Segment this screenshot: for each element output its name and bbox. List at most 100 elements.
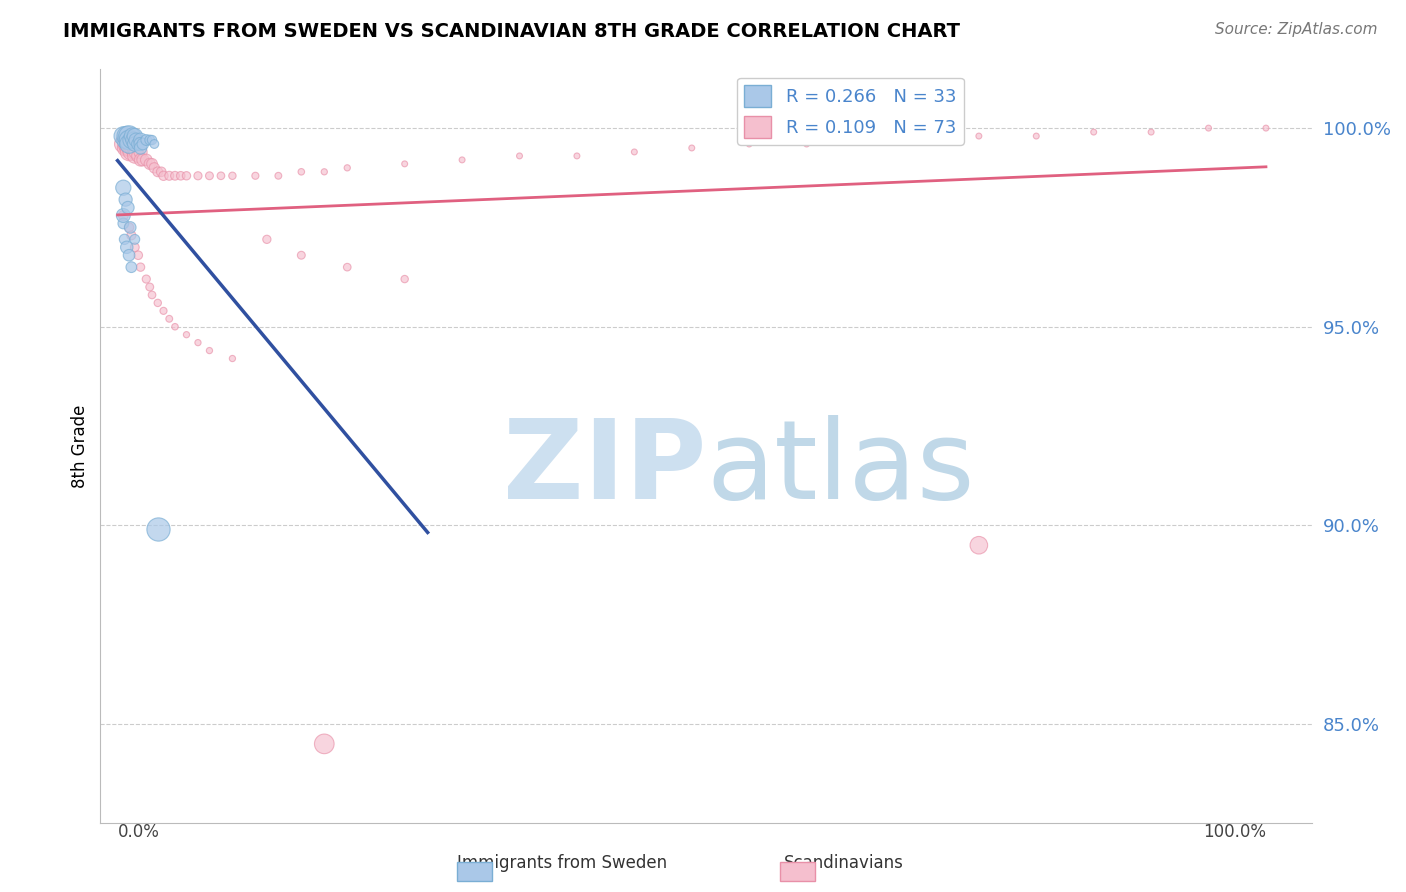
Point (143, 136, 166, 151)
Point (1083, 125, 1105, 139)
Point (124, 129, 146, 144)
Text: Source: ZipAtlas.com: Source: ZipAtlas.com (1215, 22, 1378, 37)
Point (141, 157, 163, 171)
Point (127, 149, 149, 163)
Point (565, 149, 588, 163)
Point (129, 133, 152, 147)
Point (623, 145, 645, 159)
Text: IMMIGRANTS FROM SWEDEN VS SCANDINAVIAN 8TH GRADE CORRELATION CHART: IMMIGRANTS FROM SWEDEN VS SCANDINAVIAN 8… (63, 22, 960, 41)
Point (120, 260, 142, 274)
Point (141, 288, 163, 302)
Text: Immigrants from Sweden: Immigrants from Sweden (457, 855, 668, 872)
Point (853, 133, 876, 147)
Point (120, 133, 142, 147)
Point (121, 129, 143, 144)
Point (112, 136, 135, 151)
Point (176, 327, 198, 342)
Point (112, 209, 135, 223)
Point (152, 169, 174, 183)
Point (127, 136, 149, 151)
Point (118, 145, 141, 159)
Point (146, 165, 169, 179)
Point (796, 136, 818, 151)
Point (120, 145, 142, 159)
Point (1140, 125, 1163, 139)
Point (124, 232, 146, 246)
Point (146, 296, 169, 310)
Point (290, 165, 312, 179)
Point (394, 157, 416, 171)
Point (1198, 121, 1220, 136)
Point (157, 311, 180, 326)
Point (129, 153, 152, 167)
Point (135, 133, 157, 147)
Point (121, 141, 143, 155)
Point (146, 522, 169, 536)
Point (143, 161, 166, 175)
Point (967, 538, 990, 552)
Point (1025, 129, 1047, 144)
Point (118, 136, 141, 151)
Point (112, 217, 135, 231)
Point (125, 145, 148, 159)
Point (129, 136, 152, 151)
Point (209, 169, 232, 183)
Point (124, 145, 146, 159)
Point (124, 136, 146, 151)
Point (508, 149, 530, 163)
Point (132, 153, 155, 167)
Point (163, 319, 186, 334)
Point (118, 129, 141, 144)
Point (118, 136, 141, 151)
Legend: R = 0.266   N = 33, R = 0.109   N = 73: R = 0.266 N = 33, R = 0.109 N = 73 (737, 78, 963, 145)
Point (221, 351, 243, 366)
Point (336, 260, 359, 274)
Point (967, 129, 990, 144)
Point (256, 232, 278, 246)
Point (163, 169, 186, 183)
Point (112, 129, 135, 144)
Y-axis label: 8th Grade: 8th Grade (72, 404, 89, 488)
Point (115, 136, 138, 151)
Point (198, 169, 221, 183)
Point (910, 133, 932, 147)
Point (681, 141, 703, 155)
Point (118, 220, 141, 235)
Point (135, 272, 157, 286)
Point (451, 153, 474, 167)
Point (127, 248, 149, 262)
Point (115, 240, 138, 254)
Point (117, 133, 139, 147)
Point (112, 180, 135, 194)
Text: Scandinavians: Scandinavians (783, 855, 904, 872)
Point (114, 133, 136, 147)
Point (150, 165, 173, 179)
Point (738, 136, 761, 151)
Point (394, 272, 416, 286)
Point (118, 133, 141, 147)
Point (170, 169, 193, 183)
Point (138, 133, 160, 147)
Point (176, 169, 198, 183)
Point (314, 737, 336, 751)
Point (114, 232, 136, 246)
Point (115, 129, 138, 144)
Point (245, 169, 267, 183)
Point (122, 133, 145, 147)
Point (138, 157, 160, 171)
Point (198, 343, 221, 358)
Point (138, 280, 160, 294)
Point (336, 161, 359, 175)
Point (152, 303, 174, 318)
Point (114, 141, 136, 155)
Text: ZIP: ZIP (503, 415, 706, 522)
Point (112, 209, 135, 223)
Point (157, 169, 180, 183)
Point (117, 141, 139, 155)
Point (125, 133, 148, 147)
Point (221, 169, 243, 183)
Point (129, 260, 152, 274)
Point (114, 193, 136, 207)
Text: atlas: atlas (706, 415, 974, 522)
Point (187, 169, 209, 183)
